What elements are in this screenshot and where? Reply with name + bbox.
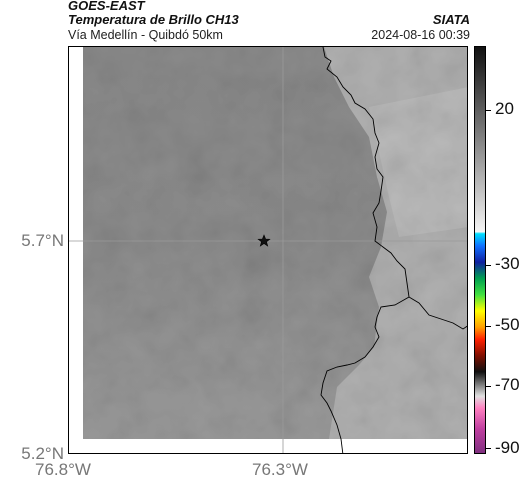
x-tick-76.8W: 76.8°W [35,460,91,479]
y-tick-5.2N: 5.2°N [21,444,64,463]
source-label: SIATA [432,12,470,27]
department-border [320,47,410,453]
y-tick-5.7N: 5.7°N [21,231,64,250]
star-icon[interactable] [257,234,271,247]
colorbar [474,46,486,454]
title-region: Vía Medellín - Quibdó 50km [68,28,223,42]
colorbar-label-m50: -50 [495,315,520,334]
title-product: Temperatura de Brillo CH13 [68,12,239,27]
brightness-field [83,47,467,439]
colorbar-tick [486,265,491,266]
x-tick-76.3W: 76.3°W [252,460,308,479]
map-frame[interactable] [68,46,468,454]
colorbar-label-m70: -70 [495,375,520,394]
colorbar-label-m30: -30 [495,254,520,273]
colorbar-label-20: 20 [495,99,514,118]
datetime-label: 2024-08-16 00:39 [371,28,470,42]
title-satellite: GOES-EAST [68,0,145,13]
colorbar-tick [486,386,491,387]
colorbar-label-m90: -90 [495,438,520,457]
colorbar-tick [486,448,491,449]
department-border-east [408,296,467,330]
satellite-map [69,47,467,453]
colorbar-tick [486,110,491,111]
colorbar-tick [486,326,491,327]
